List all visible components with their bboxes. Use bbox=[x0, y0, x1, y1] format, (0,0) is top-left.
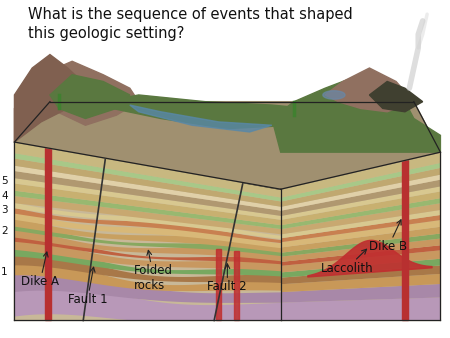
Polygon shape bbox=[14, 61, 139, 142]
Text: Dike A: Dike A bbox=[21, 252, 59, 288]
Polygon shape bbox=[272, 75, 441, 152]
Text: Fault 2: Fault 2 bbox=[207, 264, 247, 293]
Polygon shape bbox=[14, 102, 441, 189]
Text: Fault 1: Fault 1 bbox=[68, 267, 107, 306]
Polygon shape bbox=[369, 81, 423, 112]
Polygon shape bbox=[130, 105, 272, 132]
Polygon shape bbox=[216, 249, 221, 320]
Text: 5: 5 bbox=[1, 176, 8, 186]
Polygon shape bbox=[14, 142, 281, 320]
Text: 1: 1 bbox=[1, 267, 8, 277]
Text: What is the sequence of events that shaped
this geologic setting?: What is the sequence of events that shap… bbox=[28, 7, 352, 41]
Text: Laccolith: Laccolith bbox=[320, 249, 373, 275]
Polygon shape bbox=[323, 91, 345, 99]
Polygon shape bbox=[281, 152, 441, 320]
Polygon shape bbox=[325, 68, 414, 112]
Polygon shape bbox=[234, 251, 238, 320]
Polygon shape bbox=[45, 148, 51, 320]
Polygon shape bbox=[50, 75, 130, 119]
Text: Folded
rocks: Folded rocks bbox=[134, 250, 173, 292]
Polygon shape bbox=[14, 54, 86, 142]
Polygon shape bbox=[103, 95, 325, 128]
Text: 4: 4 bbox=[1, 191, 8, 200]
Text: 3: 3 bbox=[1, 205, 8, 215]
Text: 2: 2 bbox=[1, 226, 8, 236]
Text: Dike B: Dike B bbox=[369, 220, 408, 253]
Polygon shape bbox=[402, 161, 408, 320]
